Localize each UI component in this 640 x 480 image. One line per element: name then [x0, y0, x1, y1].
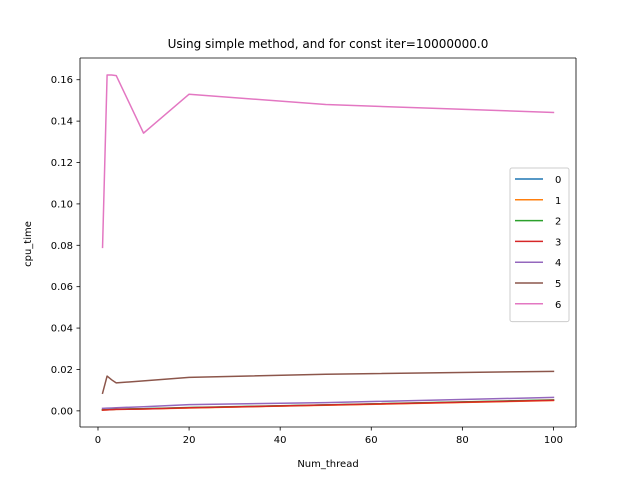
y-tick-label: 0.10	[51, 199, 73, 210]
plot-background	[80, 58, 576, 427]
x-tick-label: 100	[544, 435, 563, 446]
legend-label-4: 4	[555, 258, 561, 269]
series-line-3	[101, 399, 555, 411]
y-tick-label: 0.12	[51, 158, 73, 169]
x-axis-label: Num_thread	[297, 459, 358, 470]
x-tick-label: 40	[274, 435, 287, 446]
legend-label-6: 6	[555, 300, 561, 311]
y-tick-label: 0.06	[51, 282, 73, 293]
y-axis: 0.00 0.02 0.04 0.06 0.08 0.10 0.12 0.14 0.16	[51, 75, 80, 417]
y-tick-label: 0.02	[51, 365, 73, 376]
x-tick-label: 60	[365, 435, 378, 446]
y-tick-label: 0.04	[51, 324, 73, 335]
y-tick-label: 0.00	[51, 406, 73, 417]
y-tick-label: 0.14	[51, 117, 73, 128]
legend-label-3: 3	[555, 237, 561, 248]
series-line-4	[101, 396, 555, 410]
legend: 0 1 2 3 4 5 6	[509, 167, 570, 323]
legend-label-2: 2	[555, 217, 561, 228]
legend-label-5: 5	[555, 279, 561, 290]
y-tick-label: 0.08	[51, 241, 73, 252]
legend-label-0: 0	[555, 175, 561, 186]
series-line-6	[101, 74, 555, 249]
series-lines	[101, 74, 555, 411]
legend-label-1: 1	[555, 196, 561, 207]
series-line-5	[101, 370, 555, 395]
plot-area	[79, 57, 577, 428]
y-tick-label: 0.16	[51, 75, 73, 86]
x-tick-label: 80	[456, 435, 469, 446]
y-axis-label: cpu_time	[23, 221, 34, 267]
chart-title: Using simple method, and for const iter=…	[168, 37, 489, 51]
x-axis: 0 20 40 60 80 100	[95, 427, 563, 446]
x-tick-label: 0	[95, 435, 101, 446]
x-tick-label: 20	[183, 435, 196, 446]
